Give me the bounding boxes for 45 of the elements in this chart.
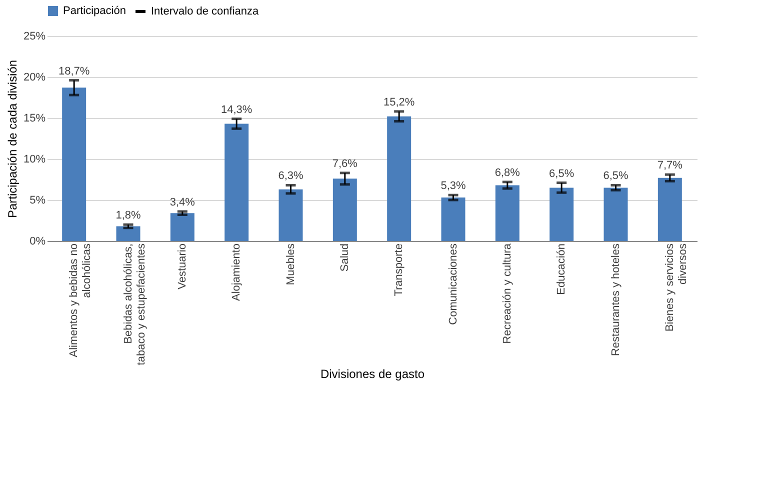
x-axis-title: Divisiones de gasto [320,367,425,382]
x-tick-label: Alojamiento [230,244,243,301]
bar [278,189,303,241]
x-tick-label: Educación [556,244,568,295]
y-tick-label: 0% [30,236,46,248]
data-label: 7,7% [657,160,683,172]
bar [495,185,520,241]
bar [116,226,140,241]
x-tick-label: Restaurantes y hoteles [610,243,622,356]
y-tick-label: 15% [23,112,46,124]
data-label: 6,5% [603,170,628,182]
bar [224,124,249,241]
data-label: 3,4% [170,196,196,208]
bar [62,88,86,241]
data-label: 6,8% [494,166,520,179]
data-label: 6,5% [549,168,574,180]
x-tick-label: Muebles [284,243,297,286]
bar [550,188,574,241]
y-tick-label: 10% [23,154,46,166]
bar [441,198,466,241]
data-label: 5,3% [440,180,466,192]
data-label: 15,2% [383,96,415,108]
y-axis-title: Participación de cada división [5,60,20,218]
y-tick-label: 20% [23,72,46,84]
data-label: 14,3% [220,104,252,116]
x-tick-label: Alimentos y bebidas no alcohólicas [68,243,94,358]
x-tick-label: Salud [338,244,351,272]
bar [604,188,628,241]
x-tick-label: Vestuario [176,244,188,290]
data-label: 18,7% [58,65,90,78]
data-label: 6,3% [278,170,304,182]
data-label: 7,6% [332,158,358,170]
data-label: 1,8% [116,210,141,222]
x-tick-label: Comunicaciones [447,243,460,325]
x-tick-label: Transporte [393,244,406,296]
y-tick-label: 25% [23,30,46,42]
y-tick-label: 5% [30,194,46,206]
text: Intervalo de confianza [151,6,260,18]
bar [170,213,194,241]
x-tick-label: Recreación y cultura [501,242,514,344]
x-tick-label: Bienes y servicios diversos [664,243,689,332]
bar [658,178,682,241]
legend-label: Participación [63,5,126,17]
bar [387,116,412,241]
bar [332,178,357,241]
